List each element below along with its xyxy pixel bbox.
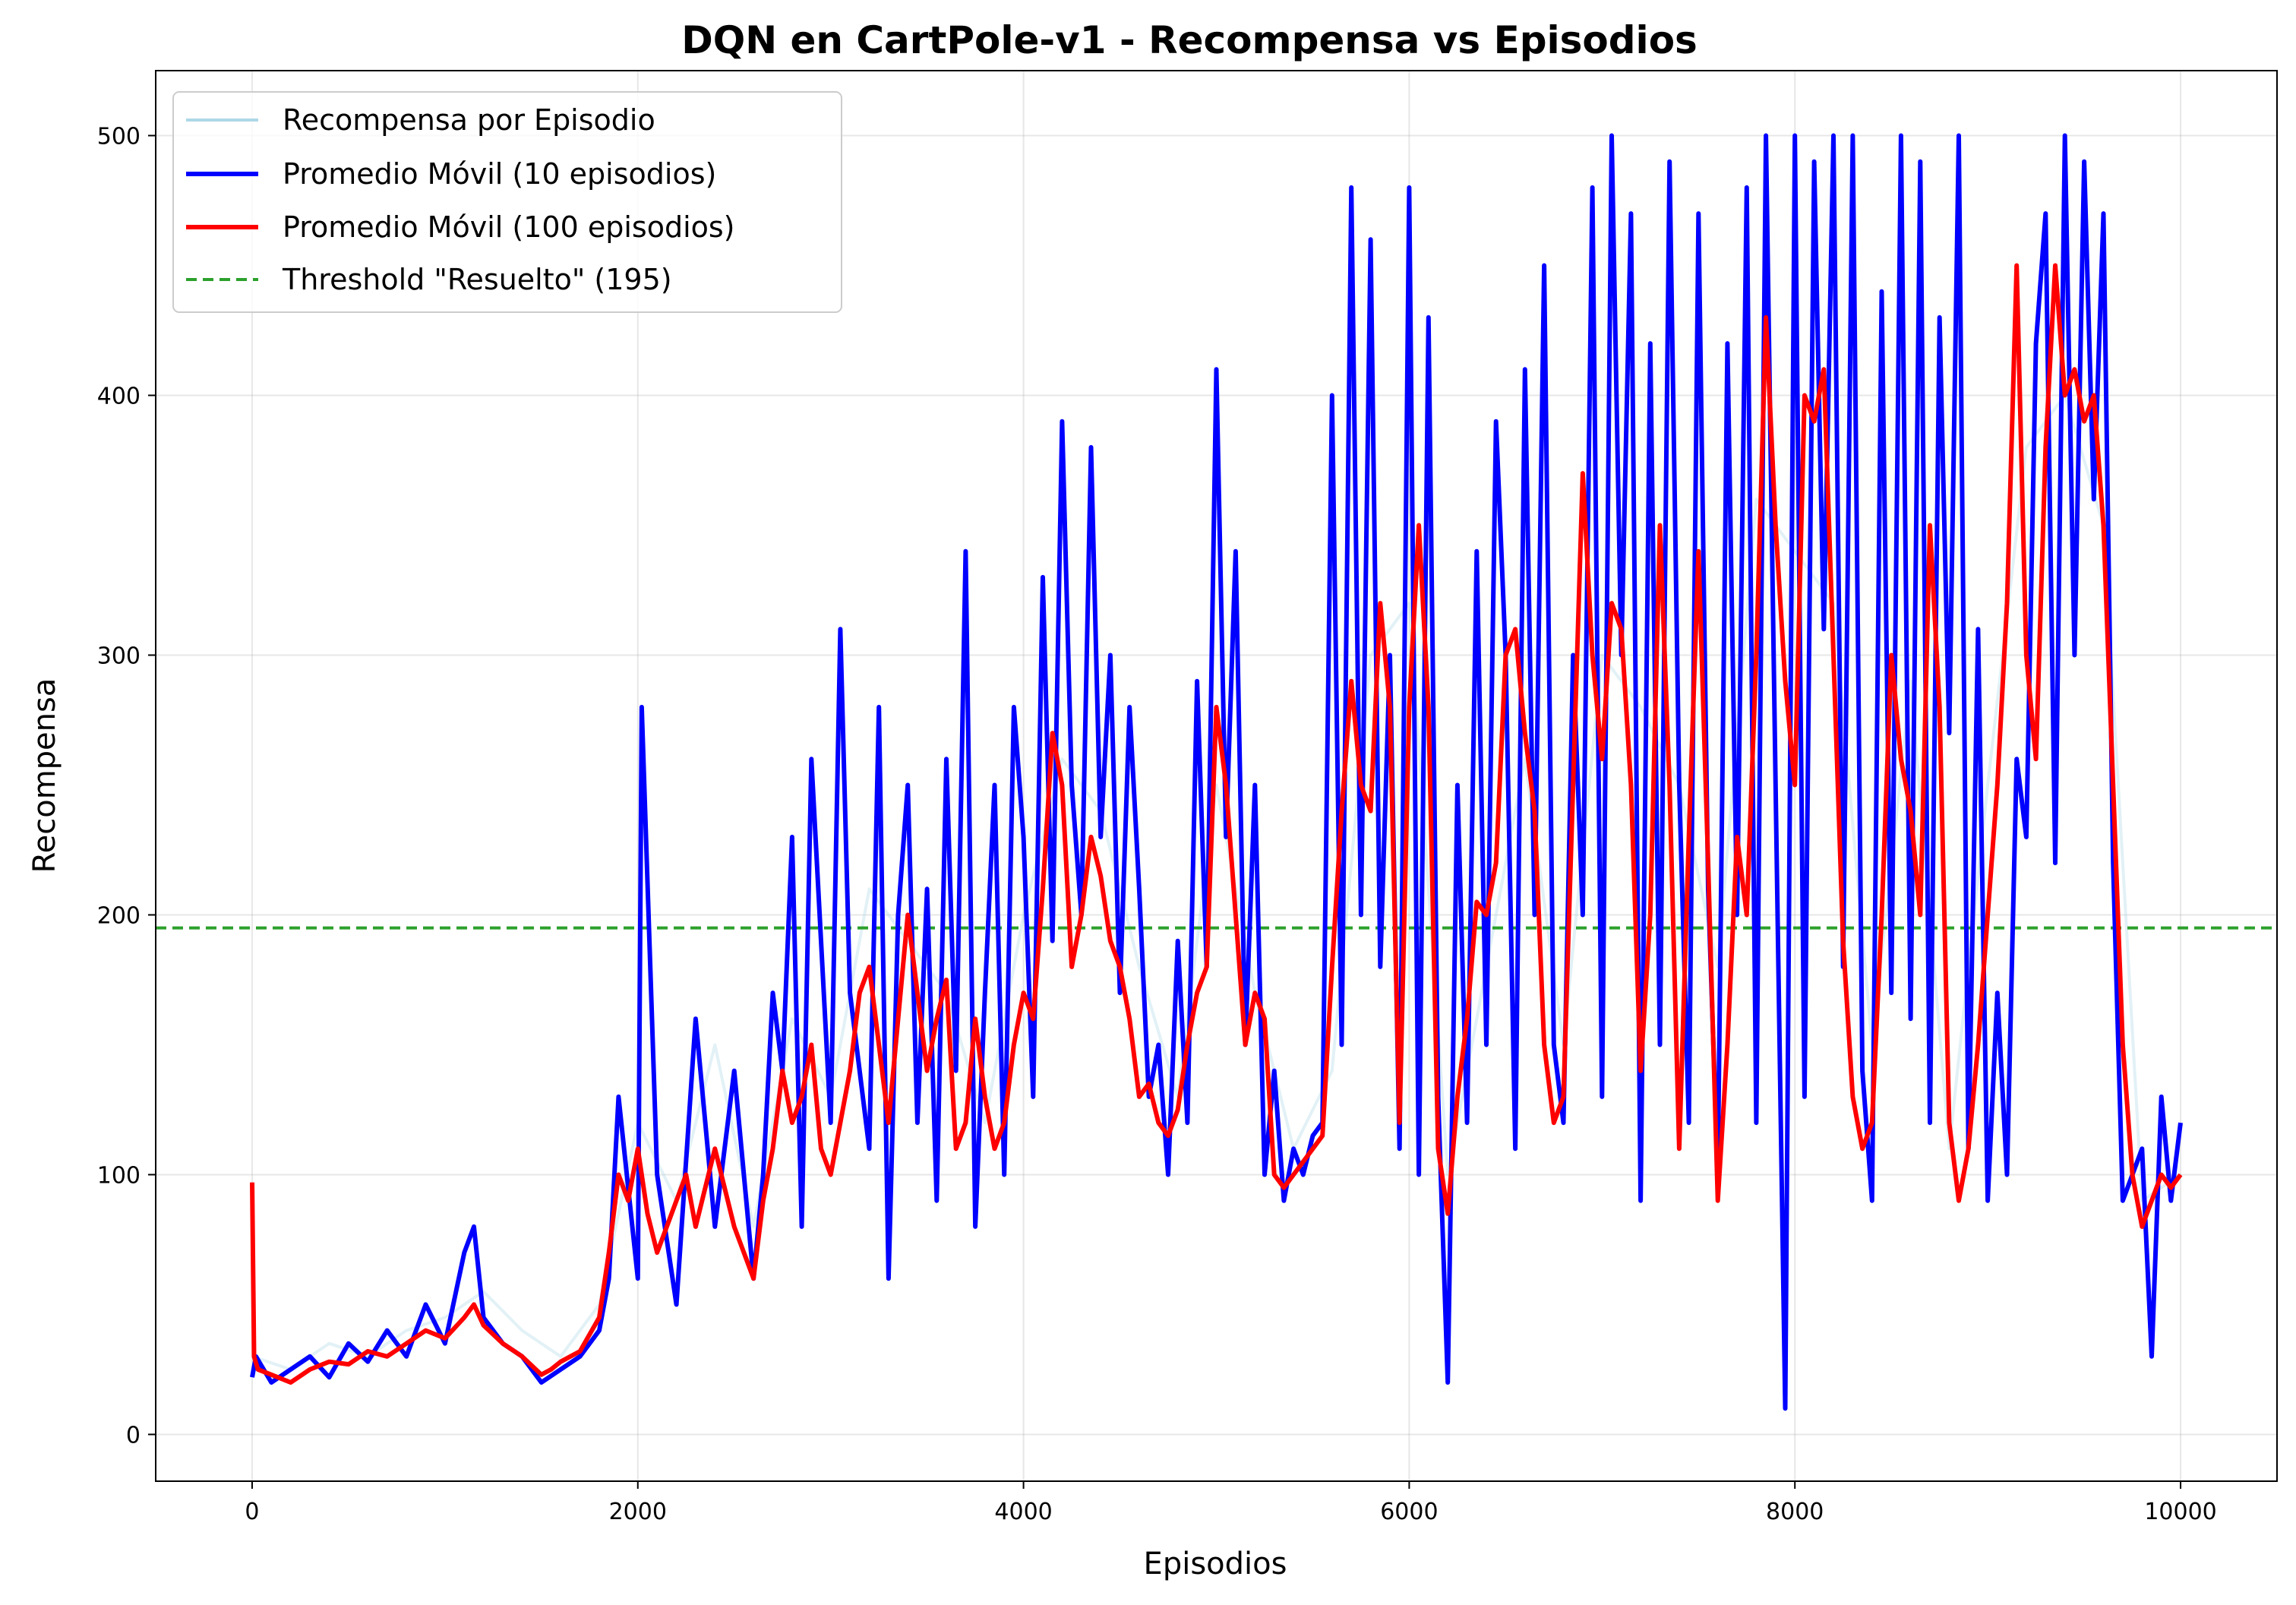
legend: Recompensa por Episodio Promedio Móvil (… <box>172 91 842 313</box>
ma10-series <box>250 133 2183 1411</box>
legend-label-ma100: Promedio Móvil (100 episodios) <box>283 210 735 244</box>
y-tick-label: 300 <box>97 643 141 669</box>
series-line-ma100 <box>250 263 2183 1385</box>
y-tick-label: 100 <box>97 1162 141 1189</box>
x-tick-label: 6000 <box>1380 1499 1438 1525</box>
x-axis-label: Episodios <box>1144 1547 1287 1581</box>
legend-label-threshold: Threshold "Resuelto" (195) <box>282 263 672 296</box>
x-tick-label: 10000 <box>2144 1499 2216 1525</box>
ma100-series <box>250 263 2183 1385</box>
y-tick-label: 400 <box>97 383 141 409</box>
x-axis-ticks: 0 2000 4000 6000 8000 10000 <box>245 1481 2217 1525</box>
x-tick-label: 8000 <box>1766 1499 1824 1525</box>
y-tick-label: 200 <box>97 902 141 929</box>
plot-frame <box>155 70 2278 1482</box>
chart-title: DQN en CartPole-v1 - Recompensa vs Episo… <box>681 18 1698 62</box>
y-tick-label: 500 <box>97 123 141 150</box>
x-tick-label: 0 <box>245 1499 259 1525</box>
legend-box <box>172 91 842 313</box>
legend-label-ma10: Promedio Móvil (10 episodios) <box>283 157 716 191</box>
x-tick-label: 2000 <box>609 1499 667 1525</box>
x-tick-label: 4000 <box>994 1499 1052 1525</box>
y-axis-label: Recompensa <box>27 678 62 874</box>
legend-label-raw: Recompensa por Episodio <box>283 103 655 137</box>
y-axis-ticks: 0 100 200 300 400 500 <box>97 123 156 1449</box>
series-line-ma10 <box>250 133 2183 1411</box>
y-tick-label: 0 <box>126 1422 141 1449</box>
